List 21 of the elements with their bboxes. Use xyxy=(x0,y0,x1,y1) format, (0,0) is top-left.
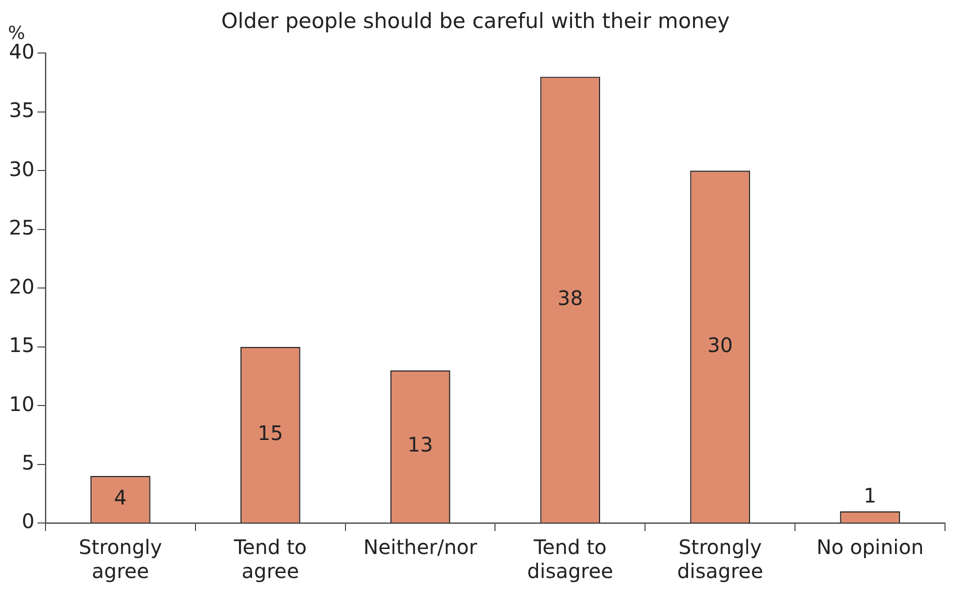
x-tick-label: Tend to disagree xyxy=(527,535,614,584)
x-tick-label: Strongly agree xyxy=(78,535,162,584)
y-tick-label: 20 xyxy=(8,274,34,298)
y-tick-label: 35 xyxy=(8,98,34,122)
data-label: 1 xyxy=(864,483,876,508)
y-tick-label: 10 xyxy=(8,392,34,416)
y-tick-label: 30 xyxy=(8,156,34,181)
data-label: 13 xyxy=(408,432,433,457)
chart-title: Older people should be careful with their money xyxy=(221,9,730,34)
data-label: 38 xyxy=(557,286,583,310)
data-label: 4 xyxy=(114,485,127,510)
data-label: 30 xyxy=(707,332,733,357)
y-tick-label: 25 xyxy=(8,216,34,240)
y-tick-label: 5 xyxy=(22,450,34,474)
x-tick-label: Tend to agree xyxy=(232,535,307,584)
x-tick-label: Strongly disagree xyxy=(677,535,764,584)
data-label: 15 xyxy=(258,420,284,445)
y-tick-label: 0 xyxy=(22,509,34,534)
y-tick-label: 15 xyxy=(8,333,34,358)
x-tick-label: No opinion xyxy=(816,535,924,560)
x-tick-label: Neither/nor xyxy=(363,535,478,560)
